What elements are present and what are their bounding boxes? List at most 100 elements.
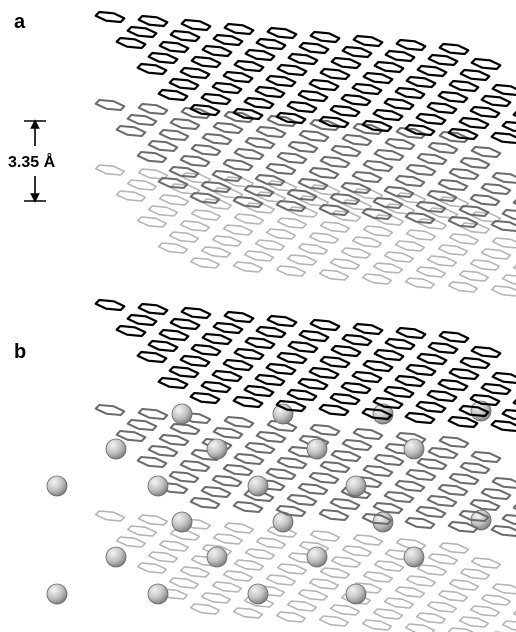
hexagon-ring bbox=[115, 324, 147, 338]
hexagon-ring bbox=[243, 185, 275, 197]
panel-b-upper-atoms bbox=[46, 400, 492, 497]
hexagon-ring bbox=[201, 332, 233, 346]
intercalated-atom bbox=[46, 583, 68, 605]
hexagon-ring bbox=[126, 179, 158, 191]
hexagon-ring bbox=[126, 313, 158, 327]
hexagon-ring bbox=[286, 189, 318, 201]
hexagon-ring bbox=[275, 505, 307, 517]
hexagon-ring bbox=[383, 251, 415, 263]
hexagon-ring bbox=[147, 205, 179, 217]
hexagon-ring bbox=[447, 415, 479, 429]
hexagon-ring bbox=[480, 488, 512, 500]
hexagon-ring bbox=[383, 491, 415, 503]
hexagon-ring bbox=[373, 149, 405, 161]
hexagon-ring bbox=[437, 484, 469, 496]
hexagon-ring bbox=[362, 359, 394, 373]
intercalated-atom bbox=[171, 403, 193, 425]
hexagon-ring bbox=[266, 314, 298, 328]
hexagon-ring bbox=[448, 79, 480, 93]
hexagon-ring bbox=[318, 403, 350, 417]
hexagon-ring bbox=[255, 37, 287, 51]
hexagon-ring bbox=[438, 131, 470, 143]
hexagon-ring bbox=[298, 329, 330, 343]
hexagon-ring bbox=[352, 123, 384, 135]
hexagon-ring bbox=[244, 137, 276, 149]
hexagon-ring bbox=[286, 600, 318, 612]
intercalated-atom bbox=[345, 475, 367, 497]
hexagon-ring bbox=[405, 469, 437, 481]
hexagon-ring bbox=[126, 114, 158, 126]
hexagon-ring bbox=[404, 123, 436, 137]
hexagon-ring bbox=[189, 391, 221, 405]
hexagon-ring bbox=[168, 166, 200, 178]
hexagon-ring bbox=[373, 454, 405, 466]
panel-b-lower-atoms bbox=[46, 509, 492, 605]
hexagon-ring bbox=[115, 430, 147, 442]
hexagon-ring bbox=[404, 411, 436, 425]
hexagon-ring bbox=[265, 362, 297, 376]
hexagon-ring bbox=[372, 608, 404, 620]
hexagon-ring bbox=[459, 462, 491, 474]
hexagon-ring bbox=[222, 358, 254, 372]
hexagon-ring bbox=[126, 525, 158, 537]
hexagon-ring bbox=[459, 68, 491, 82]
hexagon-ring bbox=[232, 261, 264, 273]
hexagon-ring bbox=[405, 363, 437, 377]
intercalated-atom bbox=[46, 475, 68, 497]
hexagon-ring bbox=[255, 325, 287, 339]
hexagon-ring bbox=[372, 396, 404, 410]
hexagon-ring bbox=[137, 408, 169, 420]
hexagon-ring bbox=[233, 453, 265, 465]
hexagon-ring bbox=[415, 201, 447, 213]
intercalated-atom bbox=[105, 546, 127, 568]
hexagon-ring bbox=[448, 233, 480, 245]
hexagon-ring bbox=[169, 423, 201, 435]
hexagon-ring bbox=[405, 164, 437, 176]
hexagon-ring bbox=[470, 451, 502, 463]
hexagon-ring bbox=[404, 623, 436, 632]
hexagon-ring bbox=[297, 589, 329, 601]
hexagon-ring bbox=[329, 258, 361, 270]
hexagon-ring bbox=[480, 183, 512, 195]
hexagon-ring bbox=[309, 424, 341, 436]
hexagon-ring bbox=[223, 522, 255, 534]
hexagon-ring bbox=[329, 392, 361, 406]
hexagon-ring bbox=[490, 220, 516, 232]
hexagon-ring bbox=[223, 111, 255, 123]
hexagon-ring bbox=[276, 152, 308, 164]
hexagon-ring bbox=[179, 460, 211, 472]
hexagon-ring bbox=[437, 378, 469, 392]
hexagon-ring bbox=[438, 42, 470, 56]
hexagon-ring bbox=[480, 248, 512, 260]
hexagon-ring bbox=[286, 254, 318, 266]
hexagon-ring bbox=[405, 575, 437, 587]
hexagon-ring bbox=[512, 264, 516, 270]
hexagon-ring bbox=[190, 55, 222, 69]
hexagon-ring bbox=[361, 407, 393, 421]
hexagon-ring bbox=[222, 70, 254, 84]
hexagon-ring bbox=[352, 428, 384, 440]
hexagon-ring bbox=[459, 157, 491, 169]
hexagon-ring bbox=[287, 52, 319, 66]
hexagon-ring bbox=[286, 388, 318, 402]
hexagon-ring bbox=[169, 317, 201, 331]
hexagon-ring bbox=[318, 204, 350, 216]
hexagon-ring bbox=[158, 328, 190, 342]
hexagon-ring bbox=[232, 395, 264, 409]
hexagon-ring bbox=[275, 399, 307, 413]
hexagon-ring bbox=[330, 556, 362, 568]
hexagon-ring bbox=[383, 597, 415, 609]
hexagon-ring bbox=[233, 559, 265, 571]
intercalated-atom bbox=[345, 583, 367, 605]
hexagon-ring bbox=[179, 354, 211, 368]
hexagon-ring bbox=[447, 627, 475, 632]
hexagon-ring bbox=[447, 521, 479, 533]
hexagon-ring bbox=[286, 100, 318, 114]
hexagon-ring bbox=[490, 525, 516, 537]
hexagon-ring bbox=[395, 38, 427, 52]
hexagon-ring bbox=[211, 475, 243, 487]
hexagon-ring bbox=[232, 196, 264, 208]
hexagon-ring bbox=[232, 107, 264, 121]
hexagon-ring bbox=[157, 242, 189, 254]
hexagon-ring bbox=[470, 57, 502, 71]
